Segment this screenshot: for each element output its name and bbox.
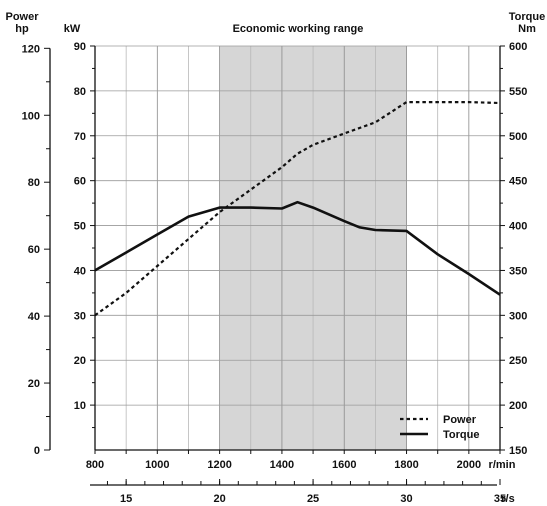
hp-tick-label: 40 (28, 311, 40, 323)
series-line-torque (94, 200, 501, 296)
kw-tick-label: 20 (74, 355, 86, 367)
kw-tick-label: 10 (74, 400, 86, 412)
rpm-tick-label: 2000 (457, 459, 481, 471)
kw-tick-label: 80 (74, 86, 86, 98)
torque-tick-label: 500 (509, 131, 527, 143)
rpm-tick-label: 1000 (145, 459, 169, 471)
hp-tick-label: 60 (28, 244, 40, 256)
kw-tick-label: 90 (74, 41, 86, 53)
rpm-tick-label: 800 (86, 459, 104, 471)
rps-tick-label: 30 (400, 493, 412, 505)
torque-tick-label: 450 (509, 176, 527, 188)
kw-tick-label: 60 (74, 176, 86, 188)
torque-tick-label: 400 (509, 221, 527, 233)
hp-tick-label: 0 (34, 445, 40, 457)
legend-torque-label: Torque (443, 429, 479, 441)
torque-tick-label: 600 (509, 41, 527, 53)
chart-title: Economic working range (233, 23, 364, 35)
power-axis-label-2: hp (15, 23, 29, 35)
rpm-tick-label: 1600 (332, 459, 356, 471)
torque-axis-label-1: Torque (509, 11, 545, 23)
rpm-axis-label: r/min (489, 459, 516, 471)
rps-tick-label: 20 (213, 493, 225, 505)
rpm-tick-label: 1200 (207, 459, 231, 471)
hp-tick-label: 120 (22, 43, 40, 55)
rps-tick-label: 15 (120, 493, 132, 505)
kw-tick-label: 30 (74, 310, 86, 322)
rps-tick-label: 35 (494, 493, 506, 505)
ticks: 0 20 40 60 80 100 120 10 20 30 40 50 60 70 80 90 150 200 2… (22, 41, 528, 505)
grid (95, 45, 500, 450)
rpm-tick-label: 1400 (270, 459, 294, 471)
torque-axis-label-2: Nm (518, 23, 536, 35)
hp-tick-label: 20 (28, 378, 40, 390)
rps-axis-label: r/s (501, 493, 514, 505)
torque-tick-label: 250 (509, 355, 527, 367)
torque-tick-label: 150 (509, 445, 527, 457)
torque-tick-label: 550 (509, 86, 527, 98)
power-axis-label-1: Power (5, 11, 39, 23)
kw-tick-label: 70 (74, 131, 86, 143)
torque-tick-label: 200 (509, 400, 527, 412)
rpm-tick-label: 1800 (394, 459, 418, 471)
kw-tick-label: 40 (74, 265, 86, 277)
hp-tick-label: 80 (28, 177, 40, 189)
torque-tick-label: 350 (509, 265, 527, 277)
hp-tick-label: 100 (22, 110, 40, 122)
legend-power-label: Power (443, 414, 477, 426)
legend: Power Torque (400, 414, 479, 441)
series (94, 100, 501, 317)
torque-tick-label: 300 (509, 310, 527, 322)
kw-tick-label: 50 (74, 221, 86, 233)
kw-axis-label: kW (64, 23, 81, 35)
rps-tick-label: 25 (307, 493, 319, 505)
series-line-power (94, 100, 501, 317)
